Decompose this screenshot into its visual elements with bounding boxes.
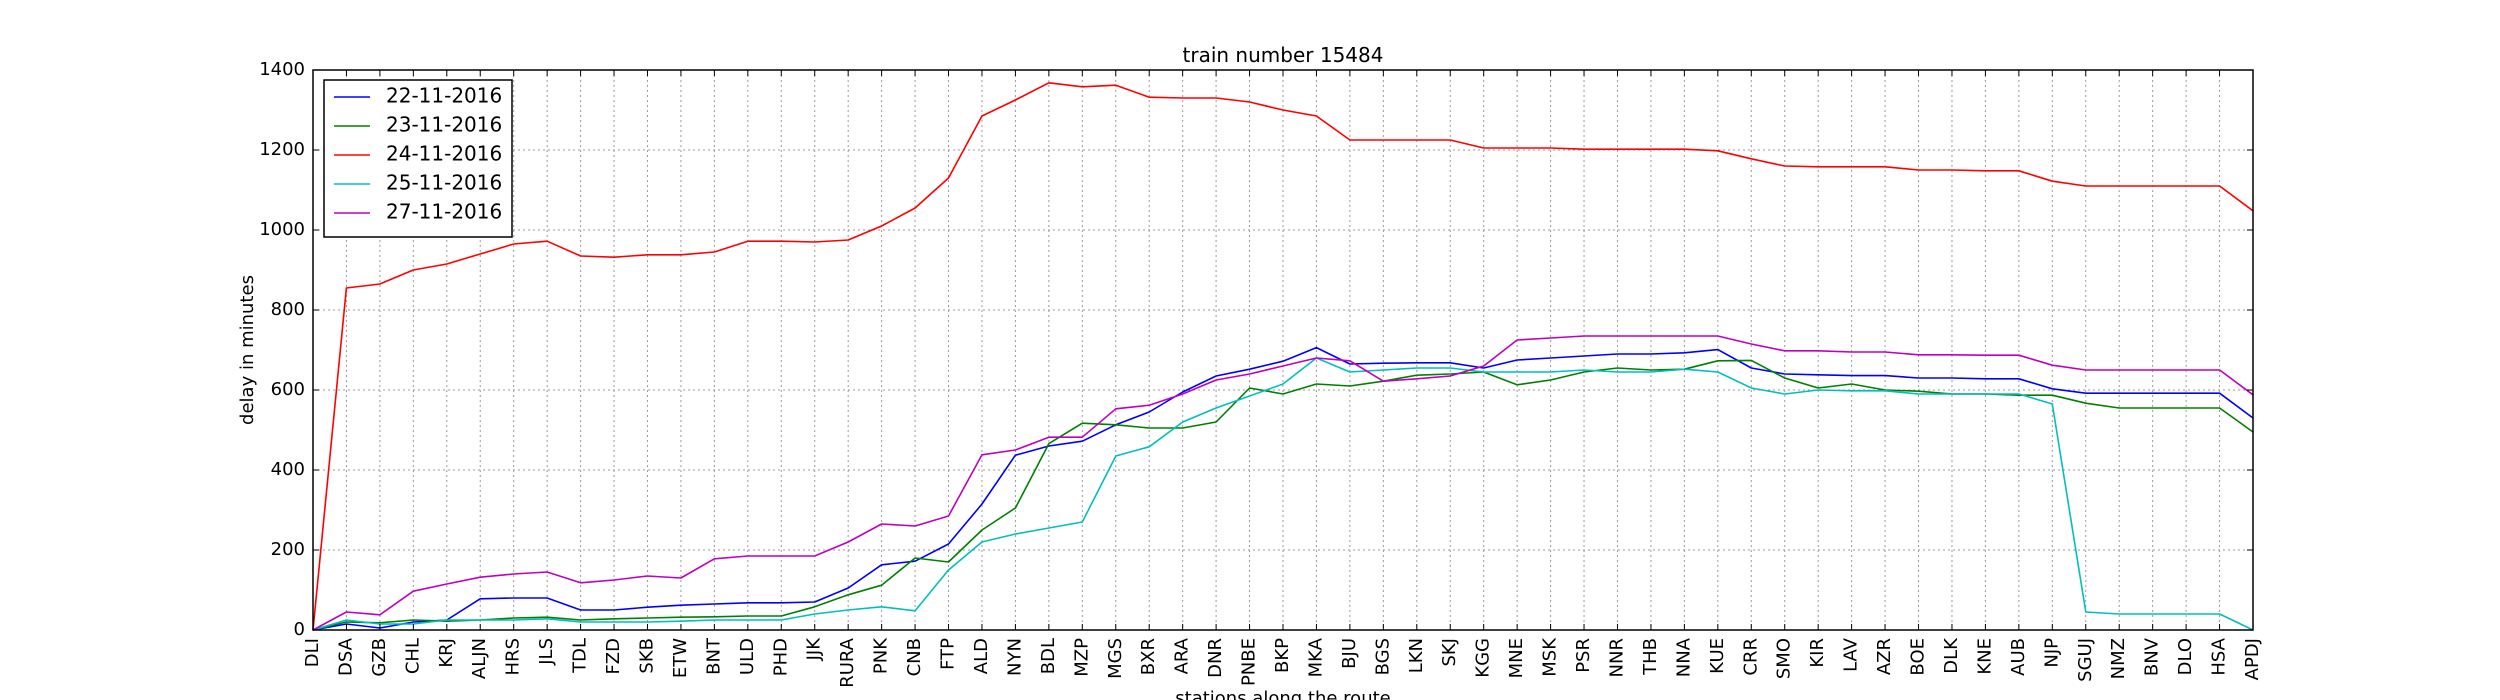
x-tick-label: TDL: [570, 638, 591, 674]
x-tick-label: MZP: [1071, 638, 1092, 677]
legend-label: 23-11-2016: [386, 113, 502, 137]
x-tick-label: MNE: [1506, 638, 1527, 678]
x-tick-label: DNR: [1205, 638, 1226, 678]
x-tick-label: NYN: [1004, 638, 1025, 676]
x-tick-label: BDL: [1038, 638, 1059, 674]
x-tick-label: KGG: [1473, 638, 1494, 678]
x-tick-label: NNR: [1606, 638, 1627, 677]
x-tick-label: BXR: [1138, 638, 1159, 675]
x-tick-label: NJP: [2041, 638, 2062, 668]
x-tick-label: NNA: [1673, 637, 1694, 677]
x-tick-label: GZB: [369, 638, 390, 677]
legend-label: 24-11-2016: [386, 142, 502, 166]
series-line-3: [312, 82, 2254, 631]
x-tick-label: LKN: [1406, 638, 1427, 673]
x-tick-label: BJU: [1339, 638, 1360, 669]
chart-title: train number 15484: [1183, 43, 1384, 67]
x-tick-label: JLS: [536, 638, 557, 666]
x-tick-label: BNT: [703, 637, 724, 675]
legend-label: 25-11-2016: [386, 171, 502, 195]
x-tick-label: DLK: [1941, 637, 1962, 674]
x-tick-label: FTP: [938, 638, 959, 670]
x-tick-label: AZR: [1874, 638, 1895, 675]
x-tick-label: PHD: [770, 638, 791, 676]
x-tick-label: BOE: [1908, 638, 1929, 676]
x-tick-label: KUE: [1707, 638, 1728, 674]
axis-ticks: DLI DSA GZB CHL KRJ ALJN HRS JLS TDL FZD SKB ETW BNT…: [259, 59, 2263, 688]
series-line-4: [312, 357, 2254, 631]
x-tick-label: KRJ: [436, 638, 457, 668]
x-tick-label: CRR: [1740, 638, 1761, 676]
y-tick-label: 1400: [259, 59, 305, 80]
x-tick-label: JJK: [804, 637, 825, 662]
x-tick-label: PNBE: [1239, 638, 1260, 686]
x-tick-label: HSA: [2209, 637, 2230, 675]
x-tick-label: NMZ: [2108, 638, 2129, 679]
y-tick-label: 400: [271, 459, 305, 480]
x-tick-label: MKA: [1305, 637, 1326, 677]
x-tick-label: DSA: [335, 637, 356, 676]
x-tick-label: THB: [1640, 638, 1661, 676]
y-tick-label: 600: [271, 379, 305, 400]
y-tick-label: 200: [271, 539, 305, 560]
y-axis-title: delay in minutes: [237, 275, 258, 425]
series-line-1: [312, 346, 2254, 631]
x-tick-label: AUB: [2008, 638, 2029, 676]
x-tick-label: ULD: [737, 638, 758, 675]
x-tick-label: DLI: [302, 638, 323, 667]
series-line-2: [312, 359, 2254, 631]
x-tick-label: RURA: [837, 637, 858, 687]
x-tick-label: BNV: [2142, 637, 2163, 676]
y-tick-label: 1000: [259, 219, 305, 240]
legend-box: [323, 79, 513, 238]
y-tick-label: 1200: [259, 139, 305, 160]
x-tick-label: BGS: [1372, 638, 1393, 675]
x-tick-label: MGS: [1105, 638, 1126, 679]
x-tick-label: ALD: [971, 638, 992, 674]
x-tick-label: BKP: [1272, 638, 1293, 673]
y-tick-label: 0: [294, 619, 305, 640]
x-tick-label: CHL: [402, 638, 423, 674]
x-axis-title: stations along the route: [1175, 688, 1390, 700]
legend: 22-11-2016 23-11-2016 24-11-2016 25-11-2016…: [323, 79, 513, 238]
x-tick-label: CNB: [904, 638, 925, 676]
x-tick-label: PSR: [1573, 638, 1594, 673]
x-tick-label: ARA: [1172, 637, 1193, 674]
x-tick-label: PNK: [871, 637, 892, 674]
x-tick-label: FZD: [603, 638, 624, 675]
x-tick-label: KIR: [1807, 638, 1828, 668]
x-tick-label: APDJ: [2242, 638, 2263, 680]
x-tick-label: ETW: [670, 638, 691, 678]
x-tick-label: SKB: [636, 638, 657, 674]
series-line-5: [312, 335, 2254, 631]
x-tick-label: SMO: [1774, 638, 1795, 679]
x-tick-label: SGUJ: [2075, 638, 2096, 682]
x-tick-label: KNE: [1974, 638, 1995, 675]
series-lines: [312, 82, 2254, 631]
legend-label: 22-11-2016: [386, 84, 502, 108]
y-tick-label: 800: [271, 299, 305, 320]
x-tick-label: LAV: [1841, 637, 1862, 672]
x-tick-label: SKJ: [1439, 638, 1460, 667]
x-tick-label: HRS: [503, 638, 524, 675]
grid: [313, 70, 2253, 630]
x-tick-label: DLO: [2175, 638, 2196, 675]
x-tick-label: MSK: [1540, 637, 1561, 677]
legend-label: 27-11-2016: [386, 200, 502, 224]
x-tick-label: ALJN: [469, 638, 490, 679]
